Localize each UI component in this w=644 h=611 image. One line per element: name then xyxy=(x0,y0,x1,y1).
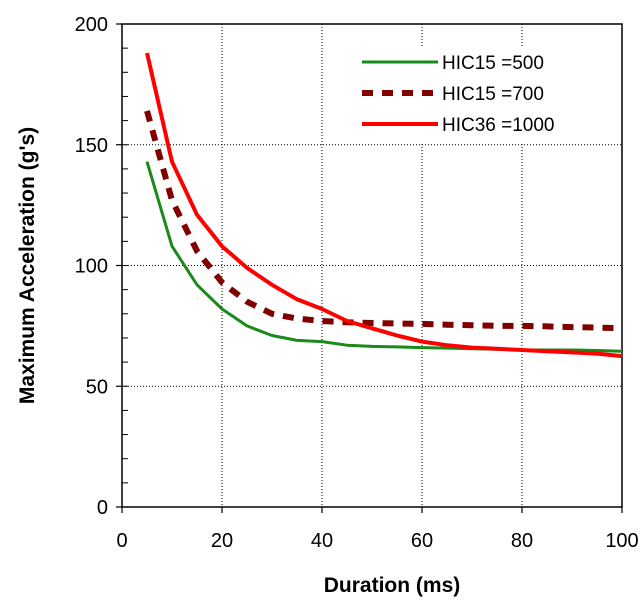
y-axis-ticks: 0 50 100 150 200 xyxy=(75,14,122,519)
series-line-2 xyxy=(144,110,623,332)
x-tick-label: 20 xyxy=(211,530,233,552)
gridlines xyxy=(122,24,622,507)
minor-ticks xyxy=(122,23,128,508)
y-tick-label: 0 xyxy=(97,497,108,519)
x-axis-title: Duration (ms) xyxy=(324,574,461,597)
x-tick-label: 40 xyxy=(311,530,333,552)
legend: HIC15 =500 HIC15 =700 HIC36 =1000 xyxy=(352,46,592,142)
x-tick-label: 60 xyxy=(411,530,433,552)
legend-label: HIC15 =700 xyxy=(442,84,544,105)
y-tick-label: 50 xyxy=(86,376,108,398)
y-tick-label: 150 xyxy=(75,135,108,157)
x-axis-ticks: 0 20 40 60 80 100 xyxy=(116,507,639,552)
y-tick-label: 200 xyxy=(75,14,108,36)
series-layer xyxy=(144,52,623,359)
legend-label: HIC36 =1000 xyxy=(442,115,555,136)
x-tick-label: 80 xyxy=(511,530,533,552)
series-line-3 xyxy=(145,52,623,359)
y-axis-title: Maximum Acceleration (g's) xyxy=(16,127,39,404)
x-tick-label: 100 xyxy=(605,530,638,552)
x-tick-label: 0 xyxy=(116,530,127,552)
y-tick-label: 100 xyxy=(75,256,108,278)
legend-label: HIC15 =500 xyxy=(442,53,544,74)
